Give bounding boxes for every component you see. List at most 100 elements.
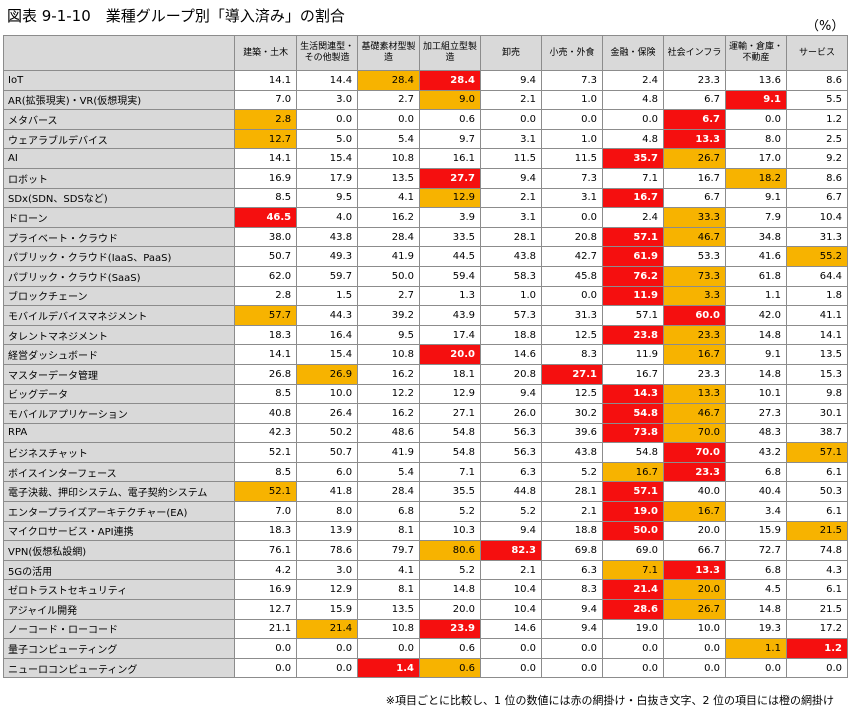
value-cell: 3.0 <box>296 89 359 111</box>
value-cell: 3.0 <box>296 559 359 581</box>
table-row: マスターデータ管理 26.8 26.9 16.2 18.1 20.8 27.1 16.7 23.… <box>2 363 848 385</box>
value-cell: 5.0 <box>296 128 359 150</box>
value-cell: 44.8 <box>479 481 543 503</box>
value-cell: 2.1 <box>479 187 543 209</box>
value-cell: 50.0 <box>357 265 420 287</box>
value-cell: 8.5 <box>234 187 298 209</box>
value-cell: 50.3 <box>785 481 848 503</box>
value-cell: 44.3 <box>296 305 359 326</box>
value-cell: 28.4 <box>418 70 481 91</box>
value-cell: 12.9 <box>418 383 481 405</box>
value-cell: 61.8 <box>725 265 787 287</box>
value-cell: 16.2 <box>357 403 420 424</box>
value-cell: 8.3 <box>540 344 604 365</box>
value-cell: 2.7 <box>357 285 420 307</box>
value-cell: 3.1 <box>479 207 543 228</box>
value-cell: 30.2 <box>540 403 604 424</box>
value-cell: 14.6 <box>479 618 543 640</box>
value-cell: 0.0 <box>540 109 604 130</box>
value-cell: 6.7 <box>663 109 727 130</box>
value-cell: 7.1 <box>602 559 665 581</box>
value-cell: 13.5 <box>357 167 420 189</box>
value-cell: 0.0 <box>540 285 604 307</box>
table-row: エンタープライズアーキテクチャー(EA) 7.0 8.0 6.8 5.2 5.2 2.1 19… <box>2 501 848 522</box>
value-cell: 1.2 <box>785 638 848 659</box>
value-cell: 26.0 <box>479 403 543 424</box>
value-cell: 1.2 <box>785 109 848 130</box>
value-cell: 43.8 <box>540 442 604 463</box>
value-cell: 38.7 <box>785 422 848 444</box>
value-cell: 0.0 <box>479 638 543 659</box>
value-cell: 18.3 <box>234 324 298 346</box>
value-cell: 20.0 <box>418 344 481 365</box>
value-cell: 12.5 <box>540 324 604 346</box>
value-cell: 70.0 <box>663 422 727 444</box>
value-cell: 15.3 <box>785 363 848 385</box>
value-cell: 8.5 <box>234 461 298 483</box>
value-cell: 9.5 <box>296 187 359 209</box>
column-header: 運輸・倉庫・不動産 <box>725 35 787 71</box>
value-cell: 57.1 <box>602 226 665 248</box>
value-cell: 53.3 <box>663 246 727 267</box>
value-cell: 23.9 <box>418 618 481 640</box>
value-cell: 9.4 <box>540 618 604 640</box>
value-cell: 7.0 <box>234 89 298 111</box>
value-cell: 23.8 <box>602 324 665 346</box>
value-cell: 45.8 <box>540 265 604 287</box>
value-cell: 0.0 <box>785 657 848 679</box>
value-cell: 43.9 <box>418 305 481 326</box>
value-cell: 1.0 <box>540 89 604 111</box>
value-cell: 16.2 <box>357 207 420 228</box>
value-cell: 21.5 <box>785 599 848 620</box>
value-cell: 0.0 <box>296 638 359 659</box>
value-cell: 13.3 <box>663 383 727 405</box>
value-cell: 3.9 <box>418 207 481 228</box>
value-cell: 44.5 <box>418 246 481 267</box>
value-cell: 3.4 <box>725 501 787 522</box>
value-cell: 7.1 <box>602 167 665 189</box>
industry-adoption-table: 建築・土木 生活関連型・その他製造 基礎素材型製造 加工組立型製造 卸売 小売・外食 金融・… <box>2 35 848 679</box>
table-row: モバイルデバイスマネジメント 57.7 44.3 39.2 43.9 57.3 31.3 57… <box>2 305 848 326</box>
value-cell: 14.1 <box>234 148 298 169</box>
value-cell: 14.8 <box>725 599 787 620</box>
table-row: ロボット 16.9 17.9 13.5 27.7 9.4 7.3 7.1 16.7 18.2 8.6 <box>2 167 848 189</box>
value-cell: 8.6 <box>785 70 848 91</box>
value-cell: 13.5 <box>357 599 420 620</box>
value-cell: 23.3 <box>663 70 727 91</box>
value-cell: 4.1 <box>357 187 420 209</box>
value-cell: 26.7 <box>663 148 727 169</box>
value-cell: 10.1 <box>725 383 787 405</box>
row-label: AR(拡張現実)・VR(仮想現実) <box>2 89 236 111</box>
value-cell: 0.6 <box>418 657 481 679</box>
value-cell: 57.1 <box>602 481 665 503</box>
value-cell: 42.0 <box>725 305 787 326</box>
value-cell: 6.3 <box>540 559 604 581</box>
row-label: ドローン <box>2 207 236 228</box>
value-cell: 1.3 <box>418 285 481 307</box>
value-cell: 33.3 <box>663 207 727 228</box>
value-cell: 16.9 <box>234 579 298 601</box>
column-header: 基礎素材型製造 <box>357 35 420 71</box>
value-cell: 50.7 <box>234 246 298 267</box>
row-label: ロボット <box>2 167 236 189</box>
row-label: ゼロトラストセキュリティ <box>2 579 236 601</box>
row-label: ビジネスチャット <box>2 442 236 463</box>
table-row: モバイルアプリケーション 40.8 26.4 16.2 27.1 26.0 30.2 54.8… <box>2 403 848 424</box>
value-cell: 13.6 <box>725 70 787 91</box>
value-cell: 17.4 <box>418 324 481 346</box>
table-row: 経営ダッシュボード 14.1 15.4 10.8 20.0 14.6 8.3 11.9 16.7… <box>2 344 848 365</box>
column-header: 生活関連型・その他製造 <box>296 35 359 71</box>
value-cell: 14.1 <box>785 324 848 346</box>
value-cell: 26.4 <box>296 403 359 424</box>
value-cell: 12.9 <box>296 579 359 601</box>
value-cell: 26.8 <box>234 363 298 385</box>
value-cell: 39.6 <box>540 422 604 444</box>
value-cell: 5.2 <box>540 461 604 483</box>
table-row: IoT 14.1 14.4 28.4 28.4 9.4 7.3 2.4 23.3 13.6 8.6 <box>2 70 848 91</box>
table-row: ドローン 46.5 4.0 16.2 3.9 3.1 0.0 2.4 33.3 7.9 10.4 <box>2 207 848 228</box>
value-cell: 19.3 <box>725 618 787 640</box>
value-cell: 62.0 <box>234 265 298 287</box>
value-cell: 2.1 <box>479 89 543 111</box>
row-label: メタバース <box>2 109 236 130</box>
row-label: ノーコード・ローコード <box>2 618 236 640</box>
